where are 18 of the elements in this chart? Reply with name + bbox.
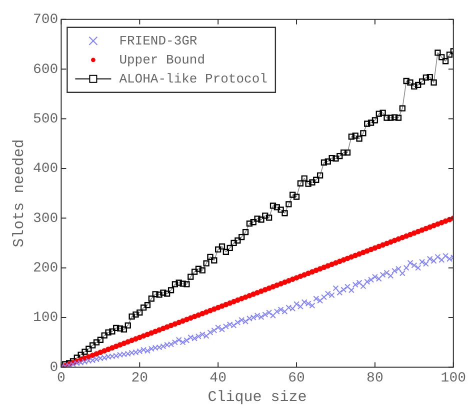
y-tick-label: 700 — [32, 12, 58, 28]
y-tick-label: 600 — [32, 62, 58, 78]
x-axis-title: Clique size — [208, 388, 307, 406]
legend-label: FRIEND-3GR — [119, 33, 198, 48]
y-tick-label: 200 — [32, 260, 58, 277]
x-tick-label: 80 — [366, 370, 384, 386]
y-tick-label: 300 — [32, 210, 58, 227]
legend-label: Upper Bound — [119, 52, 206, 68]
y-axis-title: Slots needed — [10, 139, 28, 248]
y-tick-label: 400 — [32, 161, 58, 178]
x-tick-label: 40 — [210, 370, 226, 386]
y-tick-label: 100 — [32, 310, 58, 326]
x-tick-label: 20 — [131, 370, 148, 386]
y-tick-label: 500 — [32, 111, 58, 128]
legend-label: ALOHA-like Protocol — [119, 71, 268, 86]
x-tick-label: 60 — [288, 370, 305, 386]
x-tick-label: 100 — [440, 370, 466, 386]
y-tick-label: 0 — [50, 360, 58, 376]
